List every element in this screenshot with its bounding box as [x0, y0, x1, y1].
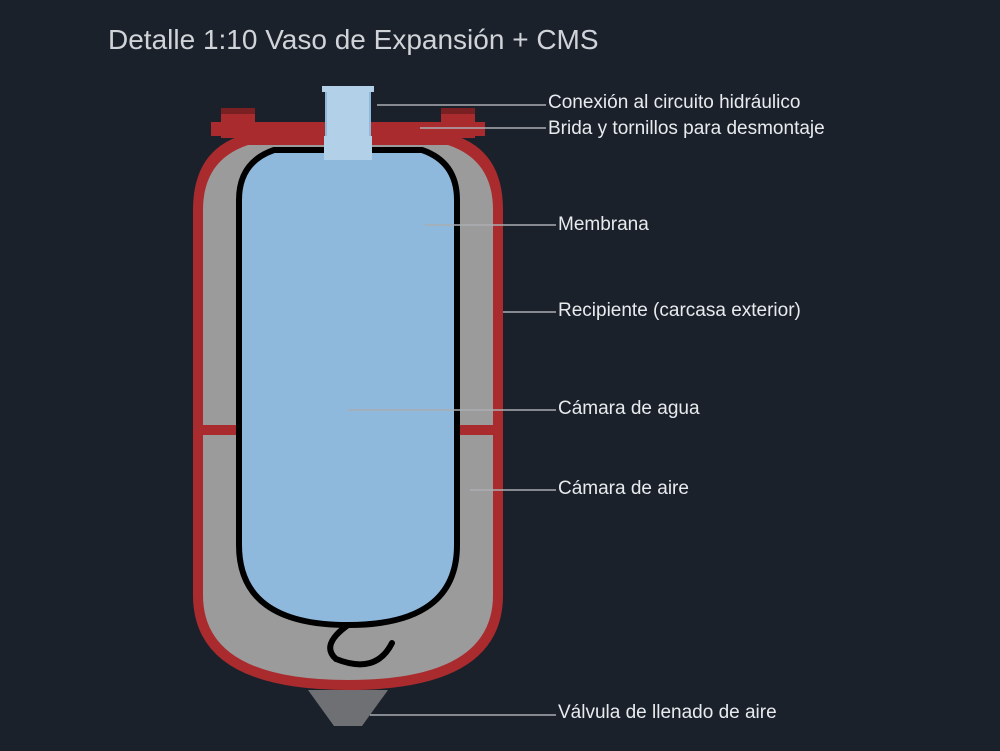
label-recipiente: Recipiente (carcasa exterior): [558, 300, 801, 322]
label-valvula: Válvula de llenado de aire: [558, 702, 777, 724]
label-camara-agua: Cámara de agua: [558, 398, 700, 420]
label-camara-aire: Cámara de aire: [558, 478, 689, 500]
label-brida: Brida y tornillos para desmontaje: [548, 118, 825, 140]
label-membrana: Membrana: [558, 214, 649, 236]
diagram-svg: [0, 0, 1000, 751]
label-conexion: Conexión al circuito hidráulico: [548, 92, 800, 114]
